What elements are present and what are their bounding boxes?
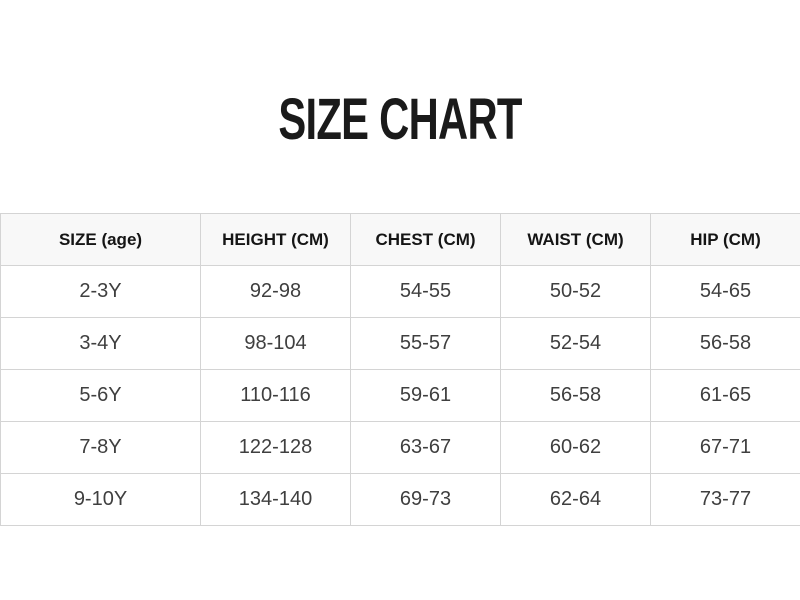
- column-header-hip: HIP (CM): [650, 213, 800, 266]
- cell-chest: 59-61: [350, 369, 501, 422]
- page-title: SIZE CHART: [278, 87, 522, 152]
- cell-height: 92-98: [200, 265, 351, 318]
- cell-waist: 62-64: [500, 473, 651, 526]
- table-row: 5-6Y 110-116 59-61 56-58 61-65: [0, 369, 800, 422]
- cell-height: 98-104: [200, 317, 351, 370]
- cell-size: 9-10Y: [0, 473, 201, 526]
- cell-height: 110-116: [200, 369, 351, 422]
- cell-hip: 61-65: [650, 369, 800, 422]
- cell-chest: 54-55: [350, 265, 501, 318]
- column-header-size: SIZE (age): [0, 213, 201, 266]
- cell-chest: 69-73: [350, 473, 501, 526]
- table-row: 9-10Y 134-140 69-73 62-64 73-77: [0, 473, 800, 526]
- column-header-waist: WAIST (CM): [500, 213, 651, 266]
- cell-size: 7-8Y: [0, 421, 201, 474]
- table-row: 3-4Y 98-104 55-57 52-54 56-58: [0, 317, 800, 370]
- table-header-row: SIZE (age) HEIGHT (CM) CHEST (CM) WAIST …: [0, 213, 800, 266]
- cell-size: 3-4Y: [0, 317, 201, 370]
- cell-chest: 63-67: [350, 421, 501, 474]
- table-row: 7-8Y 122-128 63-67 60-62 67-71: [0, 421, 800, 474]
- cell-height: 122-128: [200, 421, 351, 474]
- cell-chest: 55-57: [350, 317, 501, 370]
- cell-hip: 67-71: [650, 421, 800, 474]
- cell-hip: 54-65: [650, 265, 800, 318]
- column-header-chest: CHEST (CM): [350, 213, 501, 266]
- size-chart-table: SIZE (age) HEIGHT (CM) CHEST (CM) WAIST …: [0, 213, 800, 526]
- cell-waist: 52-54: [500, 317, 651, 370]
- cell-height: 134-140: [200, 473, 351, 526]
- cell-waist: 56-58: [500, 369, 651, 422]
- cell-hip: 73-77: [650, 473, 800, 526]
- cell-size: 2-3Y: [0, 265, 201, 318]
- cell-hip: 56-58: [650, 317, 800, 370]
- table-row: 2-3Y 92-98 54-55 50-52 54-65: [0, 265, 800, 318]
- cell-size: 5-6Y: [0, 369, 201, 422]
- cell-waist: 60-62: [500, 421, 651, 474]
- cell-waist: 50-52: [500, 265, 651, 318]
- column-header-height: HEIGHT (CM): [200, 213, 351, 266]
